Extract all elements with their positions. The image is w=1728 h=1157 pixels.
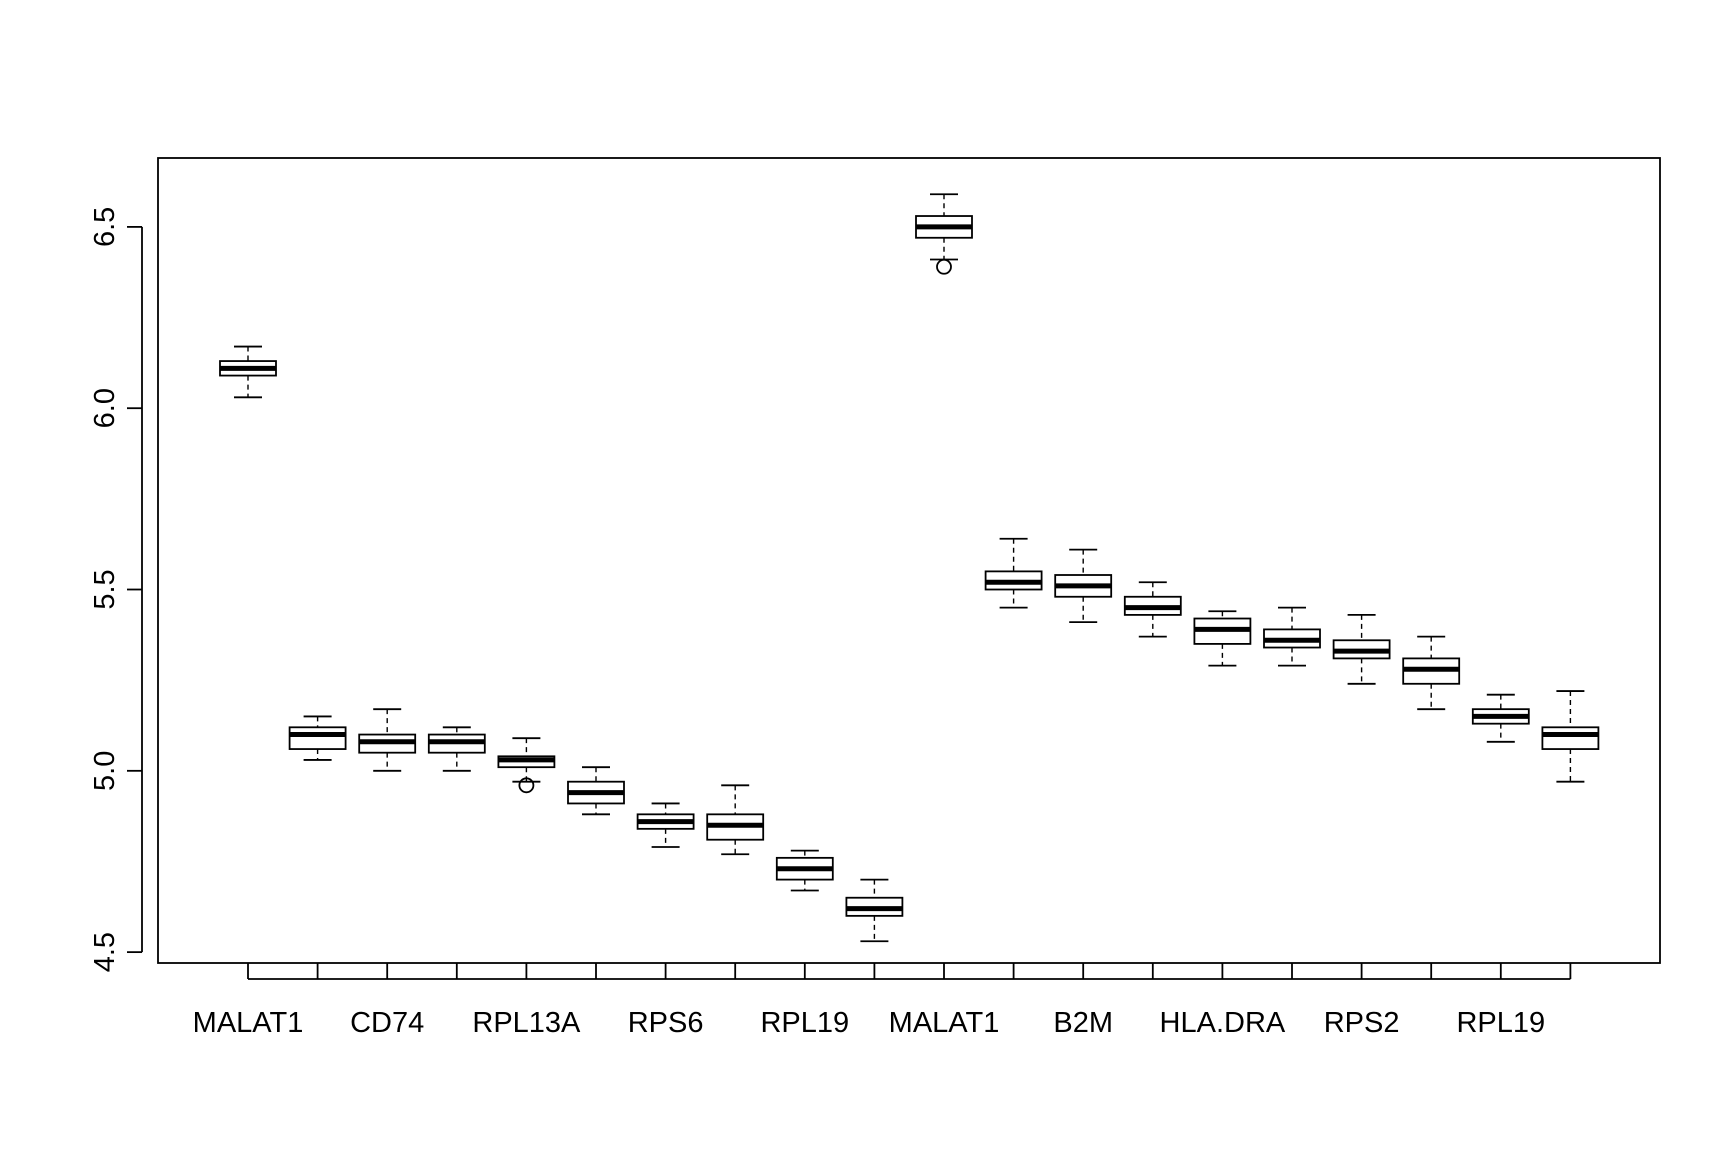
box	[984, 537, 1043, 609]
box	[706, 784, 765, 856]
box	[497, 737, 556, 794]
box	[288, 715, 347, 761]
box	[1332, 613, 1391, 685]
box	[1054, 548, 1113, 624]
box	[775, 849, 834, 892]
box	[845, 878, 904, 943]
y-tick-label: 5.5	[89, 569, 121, 609]
x-tick-label: MALAT1	[889, 1007, 1000, 1039]
y-tick-label: 6.0	[89, 388, 121, 428]
x-tick-label: CD74	[350, 1007, 424, 1039]
plot-frame	[157, 157, 1661, 964]
box	[358, 708, 417, 772]
box-iqr	[1541, 726, 1600, 750]
x-axis: MALAT1 CD74 RPL13A RPS6 RPL19 MALAT1 B2M HLA.DR…	[193, 963, 1572, 1039]
outlier-point	[518, 777, 535, 794]
box	[1193, 610, 1252, 667]
box	[1402, 635, 1461, 711]
box	[427, 726, 486, 772]
y-tick-label: 4.5	[89, 932, 121, 972]
box	[1471, 693, 1530, 743]
x-tick-label: HLA.DRA	[1160, 1007, 1286, 1039]
outlier-point	[936, 258, 952, 275]
box	[1263, 606, 1321, 667]
box	[636, 802, 695, 848]
x-tick-label: RPL13A	[472, 1007, 581, 1039]
y-tick-label: 5.0	[89, 751, 121, 791]
x-tick-label: B2M	[1053, 1007, 1113, 1039]
x-tick-label: RPL19	[760, 1007, 849, 1039]
box	[915, 193, 973, 275]
x-tick-label: RPS2	[1324, 1007, 1400, 1039]
box	[1123, 581, 1182, 638]
box	[219, 345, 277, 399]
x-tick-label: RPL19	[1456, 1007, 1545, 1039]
y-axis: 4.5 5.0 5.5 6.0 6.5	[89, 207, 143, 972]
box	[1541, 690, 1600, 783]
x-tick-label: MALAT1	[193, 1007, 304, 1039]
y-tick-label: 6.5	[89, 207, 121, 247]
box-iqr	[288, 726, 347, 750]
box	[567, 766, 625, 816]
x-tick-label: RPS6	[628, 1007, 704, 1039]
box-series	[219, 193, 1600, 943]
